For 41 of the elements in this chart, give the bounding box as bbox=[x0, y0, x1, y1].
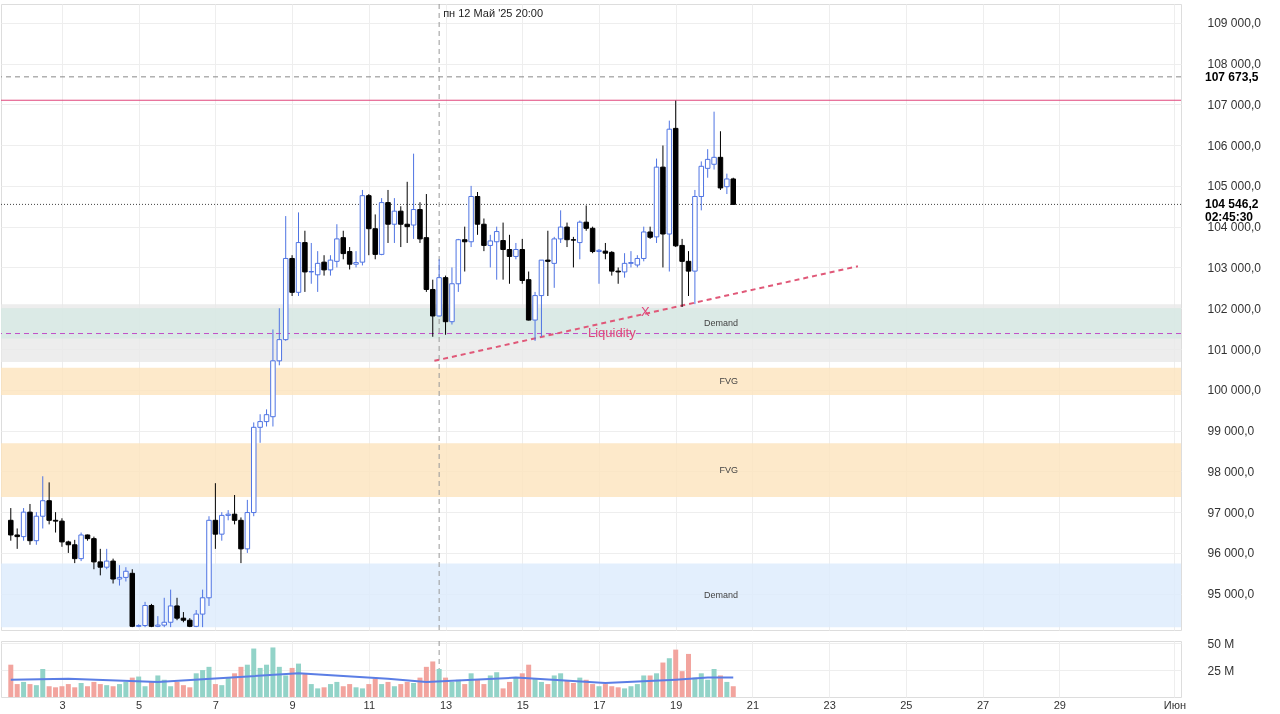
x-tick-label: 15 bbox=[516, 698, 529, 711]
x-tick-label: 21 bbox=[746, 698, 760, 711]
y-tick-label: 100 000,0 bbox=[1207, 383, 1262, 398]
band-label: Demand bbox=[703, 590, 738, 601]
annotation: X bbox=[641, 304, 651, 320]
x-tick-label: 13 bbox=[439, 698, 453, 711]
band-label: FVG bbox=[719, 376, 738, 387]
annotation: Liquidity bbox=[587, 324, 637, 340]
ref-line-label: 104 546,2 bbox=[1205, 197, 1259, 212]
y-tick-label: 25 M bbox=[1207, 663, 1235, 678]
x-tick-label: 17 bbox=[593, 698, 606, 711]
band-label: FVG bbox=[719, 465, 738, 476]
x-tick-label: 11 bbox=[363, 698, 376, 711]
y-tick-label: 109 000,0 bbox=[1207, 16, 1262, 31]
y-tick-label: 98 000,0 bbox=[1207, 464, 1255, 479]
y-tick-label: 97 000,0 bbox=[1207, 505, 1255, 520]
y-tick-label: 105 000,0 bbox=[1207, 179, 1262, 194]
y-tick-label: 106 000,0 bbox=[1207, 138, 1262, 153]
ref-line-label: пн 12 Май '25 20:00 bbox=[443, 7, 544, 19]
x-tick-label: 5 bbox=[136, 698, 143, 711]
x-tick-label: 7 bbox=[212, 698, 219, 711]
y-tick-label: 96 000,0 bbox=[1207, 546, 1255, 561]
band-label: Demand bbox=[703, 318, 738, 329]
x-tick-label: 9 bbox=[289, 698, 296, 711]
y-tick-label: 99 000,0 bbox=[1207, 424, 1255, 439]
x-tick-label: 25 bbox=[900, 698, 913, 711]
y-tick-label: 108 000,0 bbox=[1207, 57, 1262, 72]
x-tick-label: 23 bbox=[823, 698, 836, 711]
y-tick-label: 101 000,0 bbox=[1207, 342, 1262, 357]
y-tick-label: 50 M bbox=[1207, 636, 1235, 651]
x-tick-label: 27 bbox=[976, 698, 990, 711]
y-tick-label: 104 000,0 bbox=[1207, 220, 1262, 235]
x-tick-label: 29 bbox=[1053, 698, 1066, 711]
x-tick-label: Июн bbox=[1163, 698, 1187, 711]
y-tick-label: 102 000,0 bbox=[1207, 301, 1262, 316]
y-tick-label: 107 000,0 bbox=[1207, 97, 1262, 112]
x-tick-label: 3 bbox=[59, 698, 66, 711]
y-tick-label: 103 000,0 bbox=[1207, 260, 1262, 275]
ref-line-label: 107 673,5 bbox=[1205, 69, 1259, 84]
y-tick-label: 95 000,0 bbox=[1207, 587, 1255, 602]
x-tick-label: 19 bbox=[670, 698, 683, 711]
